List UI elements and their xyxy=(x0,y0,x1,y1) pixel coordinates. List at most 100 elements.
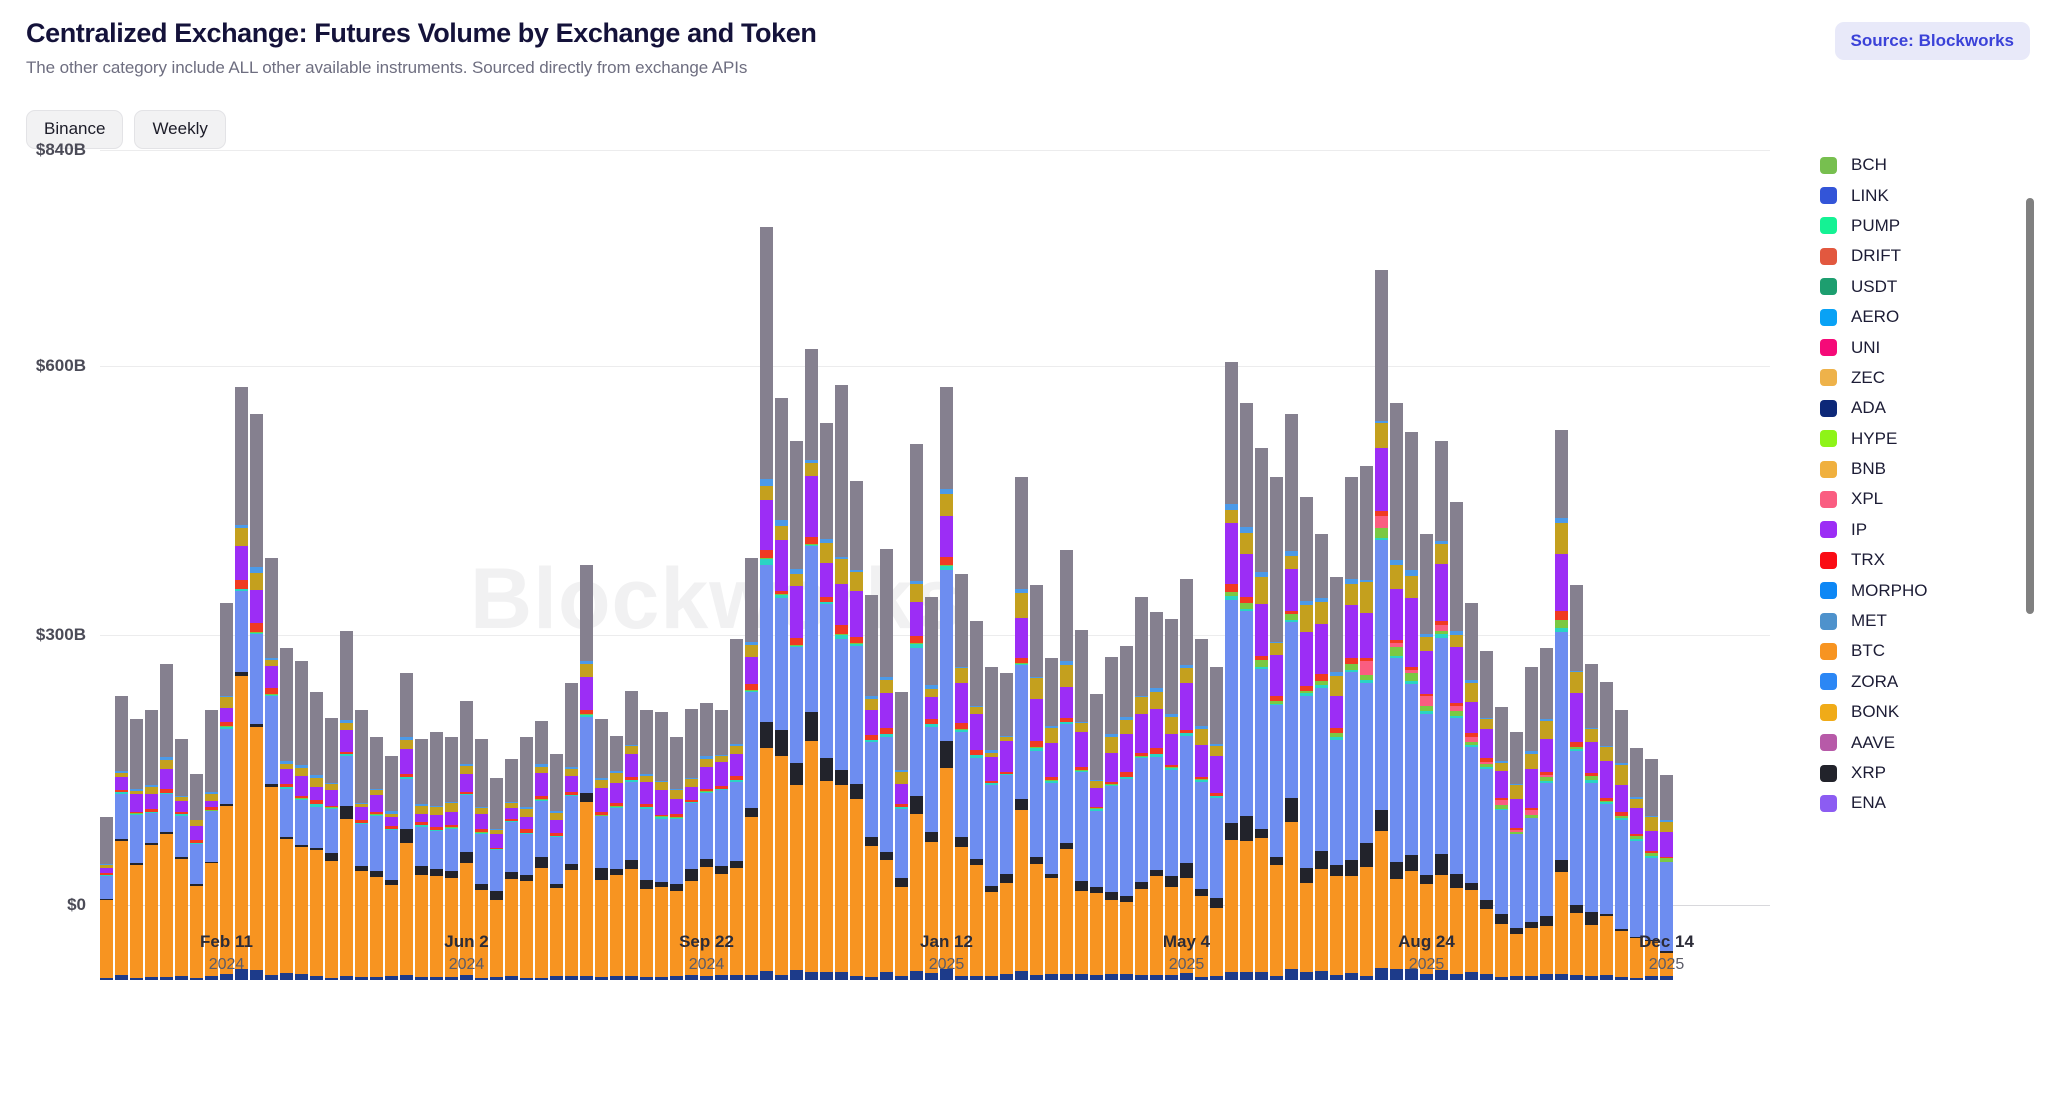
bar-column[interactable] xyxy=(1300,496,1313,980)
bar-column[interactable] xyxy=(1360,466,1373,980)
bar-column[interactable] xyxy=(1150,611,1163,980)
bar-column[interactable] xyxy=(640,710,653,980)
bar-column[interactable] xyxy=(1510,732,1523,980)
legend-item-ada[interactable]: ADA xyxy=(1820,393,2010,423)
bar-column[interactable] xyxy=(160,663,173,980)
bar-column[interactable] xyxy=(1585,663,1598,980)
legend-item-hype[interactable]: HYPE xyxy=(1820,424,2010,454)
bar-column[interactable] xyxy=(730,638,743,980)
legend-item-link[interactable]: LINK xyxy=(1820,180,2010,210)
bar-column[interactable] xyxy=(190,773,203,980)
bar-column[interactable] xyxy=(1195,638,1208,980)
bar-column[interactable] xyxy=(520,737,533,980)
legend-item-zora[interactable]: ZORA xyxy=(1820,667,2010,697)
bar-column[interactable] xyxy=(460,701,473,980)
bar-column[interactable] xyxy=(490,778,503,980)
legend-item-met[interactable]: MET xyxy=(1820,606,2010,636)
bar-column[interactable] xyxy=(415,739,428,980)
legend-item-bch[interactable]: BCH xyxy=(1820,150,2010,180)
bar-column[interactable] xyxy=(1540,647,1553,980)
bar-column[interactable] xyxy=(400,672,413,980)
legend-item-usdt[interactable]: USDT xyxy=(1820,272,2010,302)
bar-column[interactable] xyxy=(595,719,608,980)
bar-column[interactable] xyxy=(355,710,368,980)
bar-column[interactable] xyxy=(310,692,323,980)
bar-column[interactable] xyxy=(505,759,518,980)
bar-column[interactable] xyxy=(340,631,353,980)
bar-column[interactable] xyxy=(880,548,893,980)
bar-column[interactable] xyxy=(1435,440,1448,980)
bar-column[interactable] xyxy=(1630,748,1643,980)
bar-column[interactable] xyxy=(940,386,953,980)
bar-column[interactable] xyxy=(1375,270,1388,980)
bar-column[interactable] xyxy=(1495,706,1508,980)
bar-column[interactable] xyxy=(430,732,443,980)
bar-column[interactable] xyxy=(1180,579,1193,980)
bar-column[interactable] xyxy=(1555,430,1568,980)
bar-column[interactable] xyxy=(745,557,758,980)
legend-item-drift[interactable]: DRIFT xyxy=(1820,241,2010,271)
bar-column[interactable] xyxy=(1600,681,1613,980)
bar-column[interactable] xyxy=(1225,361,1238,980)
bar-column[interactable] xyxy=(1135,597,1148,980)
bar-column[interactable] xyxy=(835,385,848,980)
bar-column[interactable] xyxy=(1045,658,1058,980)
bar-column[interactable] xyxy=(1570,584,1583,980)
legend[interactable]: BCH LINK PUMP DRIFT USDT AERO UNI ZEC ADA HYPE BNB… xyxy=(1820,150,2010,950)
bar-column[interactable] xyxy=(1285,413,1298,980)
bar-column[interactable] xyxy=(1060,550,1073,980)
legend-item-zec[interactable]: ZEC xyxy=(1820,363,2010,393)
bar-column[interactable] xyxy=(130,719,143,980)
bar-column[interactable] xyxy=(205,710,218,980)
bar-column[interactable] xyxy=(580,564,593,980)
legend-item-ip[interactable]: IP xyxy=(1820,515,2010,545)
bar-column[interactable] xyxy=(685,708,698,980)
bar-column[interactable] xyxy=(1615,710,1628,980)
bar-column[interactable] xyxy=(235,386,248,980)
bar-column[interactable] xyxy=(1210,667,1223,980)
bar-column[interactable] xyxy=(760,226,773,980)
legend-item-morpho[interactable]: MORPHO xyxy=(1820,575,2010,605)
bar-column[interactable] xyxy=(295,661,308,980)
bar-column[interactable] xyxy=(1480,651,1493,980)
bar-column[interactable] xyxy=(370,737,383,980)
legend-item-trx[interactable]: TRX xyxy=(1820,545,2010,575)
bar-column[interactable] xyxy=(670,737,683,980)
bar-column[interactable] xyxy=(280,647,293,980)
bar-column[interactable] xyxy=(985,667,998,980)
bar-column[interactable] xyxy=(1075,629,1088,980)
bar-column[interactable] xyxy=(1090,694,1103,980)
bar-column[interactable] xyxy=(895,692,908,980)
bar-column[interactable] xyxy=(1420,534,1433,980)
bar-column[interactable] xyxy=(1465,602,1478,980)
bar-column[interactable] xyxy=(1030,584,1043,980)
bar-column[interactable] xyxy=(700,703,713,980)
bar-column[interactable] xyxy=(850,481,863,980)
bar-column[interactable] xyxy=(385,755,398,980)
bar-column[interactable] xyxy=(1255,447,1268,980)
bar-column[interactable] xyxy=(265,557,278,980)
bar-column[interactable] xyxy=(1645,758,1658,980)
legend-item-ena[interactable]: ENA xyxy=(1820,788,2010,818)
legend-item-bonk[interactable]: BONK xyxy=(1820,697,2010,727)
interval-filter-button[interactable]: Weekly xyxy=(134,110,226,149)
bar-column[interactable] xyxy=(820,422,833,980)
bar-column[interactable] xyxy=(1000,672,1013,980)
bar-column[interactable] xyxy=(625,690,638,980)
bar-column[interactable] xyxy=(925,597,938,980)
bar-column[interactable] xyxy=(1525,667,1538,980)
bar-column[interactable] xyxy=(175,739,188,980)
bar-column[interactable] xyxy=(115,696,128,980)
bar-column[interactable] xyxy=(910,444,923,980)
bar-column[interactable] xyxy=(145,710,158,980)
bar-column[interactable] xyxy=(1240,403,1253,980)
bar-column[interactable] xyxy=(475,739,488,980)
bar-column[interactable] xyxy=(805,349,818,980)
legend-item-xrp[interactable]: XRP xyxy=(1820,758,2010,788)
bar-column[interactable] xyxy=(1330,577,1343,980)
bar-column[interactable] xyxy=(220,602,233,980)
legend-item-aero[interactable]: AERO xyxy=(1820,302,2010,332)
bar-column[interactable] xyxy=(1015,476,1028,980)
bar-column[interactable] xyxy=(1270,476,1283,980)
bar-column[interactable] xyxy=(1105,656,1118,980)
